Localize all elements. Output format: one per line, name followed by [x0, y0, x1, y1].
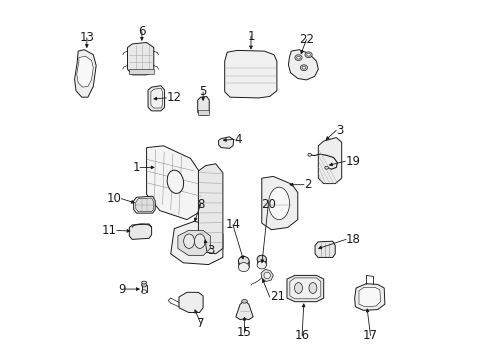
Ellipse shape	[300, 65, 307, 71]
Ellipse shape	[306, 53, 310, 56]
Text: 7: 7	[197, 317, 204, 330]
Polygon shape	[133, 196, 155, 213]
Text: 19: 19	[345, 155, 360, 168]
Text: 11: 11	[102, 224, 117, 237]
Ellipse shape	[141, 281, 146, 284]
Text: 6: 6	[138, 25, 145, 38]
Polygon shape	[235, 301, 253, 320]
Polygon shape	[286, 275, 323, 302]
Polygon shape	[77, 56, 93, 87]
Ellipse shape	[257, 255, 266, 263]
Polygon shape	[238, 261, 249, 267]
Text: 3: 3	[206, 244, 214, 257]
Text: 10: 10	[106, 192, 121, 205]
Polygon shape	[129, 224, 151, 239]
Polygon shape	[151, 88, 162, 108]
Text: 14: 14	[225, 219, 240, 231]
Text: 18: 18	[346, 233, 360, 246]
Ellipse shape	[183, 234, 194, 248]
Polygon shape	[318, 138, 341, 184]
Text: 1: 1	[132, 161, 140, 174]
Ellipse shape	[324, 166, 328, 169]
Text: 9: 9	[118, 283, 125, 296]
Ellipse shape	[294, 283, 302, 293]
Polygon shape	[197, 110, 209, 115]
Polygon shape	[141, 285, 146, 292]
Text: 5: 5	[199, 85, 206, 98]
Text: 15: 15	[237, 327, 251, 339]
Text: 1: 1	[247, 30, 254, 42]
Ellipse shape	[238, 263, 249, 271]
Polygon shape	[257, 259, 266, 265]
Polygon shape	[136, 198, 153, 212]
Ellipse shape	[241, 300, 247, 303]
Polygon shape	[288, 50, 318, 80]
Polygon shape	[358, 287, 380, 307]
Ellipse shape	[307, 153, 311, 156]
Polygon shape	[179, 292, 203, 312]
Polygon shape	[148, 86, 164, 111]
Polygon shape	[127, 42, 153, 75]
Text: 22: 22	[298, 33, 313, 46]
Ellipse shape	[268, 187, 289, 220]
Text: 4: 4	[234, 133, 242, 146]
Polygon shape	[170, 221, 223, 265]
Ellipse shape	[294, 55, 302, 60]
Text: 16: 16	[294, 329, 309, 342]
Text: 3: 3	[336, 124, 343, 137]
Text: 2: 2	[303, 178, 311, 191]
Polygon shape	[178, 230, 210, 256]
Ellipse shape	[296, 56, 300, 59]
Polygon shape	[218, 137, 233, 148]
Ellipse shape	[141, 290, 146, 293]
Text: 12: 12	[166, 91, 181, 104]
Ellipse shape	[167, 170, 183, 193]
Polygon shape	[289, 278, 320, 299]
Polygon shape	[314, 241, 335, 257]
Polygon shape	[128, 69, 153, 74]
Polygon shape	[354, 284, 384, 310]
Polygon shape	[75, 50, 96, 97]
Text: 21: 21	[269, 291, 284, 303]
Text: 17: 17	[362, 329, 377, 342]
Ellipse shape	[302, 66, 305, 69]
Ellipse shape	[264, 272, 270, 279]
Text: 20: 20	[260, 198, 275, 211]
Text: 13: 13	[79, 31, 94, 44]
Ellipse shape	[194, 234, 205, 248]
Polygon shape	[261, 176, 297, 230]
Ellipse shape	[305, 52, 311, 58]
Polygon shape	[224, 50, 276, 98]
Text: 8: 8	[197, 198, 204, 211]
Ellipse shape	[308, 283, 316, 293]
Ellipse shape	[141, 283, 146, 287]
Polygon shape	[197, 96, 209, 115]
Polygon shape	[261, 269, 273, 282]
Ellipse shape	[257, 261, 266, 269]
Polygon shape	[146, 146, 204, 220]
Polygon shape	[198, 164, 223, 254]
Ellipse shape	[238, 256, 249, 265]
